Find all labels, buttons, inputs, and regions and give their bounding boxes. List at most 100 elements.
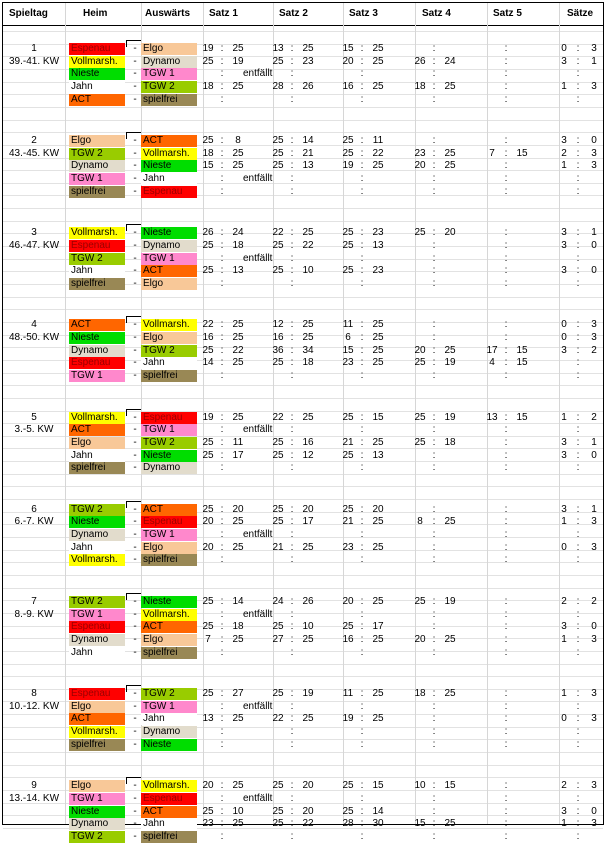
score-colon: : bbox=[290, 160, 294, 172]
score-away bbox=[513, 516, 531, 528]
column-line bbox=[65, 3, 66, 824]
score-colon: : bbox=[504, 93, 508, 105]
score-home: 13 bbox=[272, 43, 284, 54]
score-colon: : bbox=[290, 135, 294, 147]
score-colon: : bbox=[290, 424, 294, 436]
grid-line bbox=[3, 56, 603, 58]
grid-line bbox=[3, 233, 603, 235]
home-team: Nieste bbox=[69, 332, 125, 345]
match-separator: - bbox=[133, 805, 137, 817]
score-home bbox=[483, 806, 501, 818]
grid-line bbox=[3, 562, 603, 564]
score-away: 25 bbox=[302, 713, 314, 725]
score-home: 3 bbox=[561, 227, 567, 239]
score-home bbox=[483, 81, 501, 93]
score-home: 3 bbox=[561, 344, 567, 356]
score-away: 25 bbox=[372, 43, 384, 54]
score-away: 25 bbox=[372, 332, 384, 344]
score-away: 13 bbox=[302, 160, 314, 172]
grid-line bbox=[3, 511, 603, 513]
score-away: 25 bbox=[302, 43, 314, 54]
score-home: 25 bbox=[342, 411, 354, 423]
score-away: 14 bbox=[232, 595, 244, 607]
score-away: 20 bbox=[302, 805, 314, 817]
score-colon: : bbox=[360, 135, 364, 147]
home-team: Elgo bbox=[69, 700, 125, 713]
score-colon: : bbox=[504, 411, 508, 423]
score-colon: : bbox=[220, 344, 224, 356]
grid-line bbox=[3, 726, 603, 728]
score-colon: : bbox=[220, 173, 224, 185]
score-colon: : bbox=[576, 818, 580, 830]
score-colon: : bbox=[360, 252, 364, 264]
grid-line bbox=[3, 574, 603, 576]
score-colon: : bbox=[504, 516, 508, 528]
score-colon: : bbox=[504, 436, 508, 448]
score-colon: : bbox=[290, 621, 294, 633]
score-colon: : bbox=[220, 436, 224, 448]
score-colon: : bbox=[360, 516, 364, 528]
score-home: 25 bbox=[272, 135, 284, 147]
score-colon: : bbox=[220, 818, 224, 830]
match-separator: - bbox=[133, 277, 137, 289]
score-colon: : bbox=[432, 319, 436, 331]
score-away: 19 bbox=[302, 688, 314, 700]
score-home: 19 bbox=[202, 43, 214, 54]
spieltag-weeks: 10.-12. KW bbox=[8, 700, 60, 712]
away-team: Dynamo bbox=[141, 55, 197, 68]
score-home: 11 bbox=[342, 688, 354, 700]
grid-line bbox=[3, 790, 603, 791]
score-colon: : bbox=[432, 805, 436, 817]
cancelled-label: entfällt bbox=[243, 173, 273, 185]
score-away: 1 bbox=[591, 55, 597, 67]
score-home: 1 bbox=[561, 633, 567, 645]
grid-line bbox=[3, 537, 603, 538]
grid-line bbox=[3, 638, 603, 640]
score-home: 25 bbox=[272, 780, 284, 792]
score-home: 3 bbox=[561, 239, 567, 251]
score-colon: : bbox=[360, 68, 364, 80]
score-home bbox=[411, 332, 429, 344]
score-colon: : bbox=[504, 529, 508, 541]
score-away: 27 bbox=[232, 688, 244, 700]
score-home: 25 bbox=[342, 780, 354, 792]
score-away: 3 bbox=[591, 147, 597, 159]
score-colon: : bbox=[220, 135, 224, 147]
score-colon: : bbox=[220, 608, 224, 620]
score-away: 2 bbox=[591, 595, 597, 607]
score-away: 13 bbox=[232, 265, 244, 277]
match-separator: - bbox=[133, 80, 137, 92]
score-home: 25 bbox=[202, 265, 214, 277]
grid-line bbox=[3, 372, 603, 374]
score-away: 17 bbox=[232, 449, 244, 461]
away-team: Vollmarsh. bbox=[141, 780, 197, 793]
score-colon: : bbox=[220, 332, 224, 344]
score-home bbox=[411, 135, 429, 147]
score-away: 25 bbox=[372, 55, 384, 67]
score-colon: : bbox=[504, 805, 508, 817]
score-colon: : bbox=[576, 621, 580, 633]
score-colon: : bbox=[504, 185, 508, 197]
score-colon: : bbox=[220, 449, 224, 461]
score-away: 1 bbox=[591, 227, 597, 239]
score-home bbox=[483, 450, 501, 462]
score-home: 27 bbox=[272, 633, 284, 645]
score-away: 15 bbox=[444, 780, 456, 792]
score-home: 25 bbox=[202, 503, 214, 515]
grid-line bbox=[3, 246, 603, 248]
score-colon: : bbox=[576, 55, 580, 67]
column-line bbox=[203, 3, 204, 824]
score-colon: : bbox=[290, 265, 294, 277]
score-colon: : bbox=[290, 554, 294, 566]
score-colon: : bbox=[432, 344, 436, 356]
score-colon: : bbox=[220, 713, 224, 725]
score-home: 22 bbox=[272, 227, 284, 239]
away-team: spielfrei bbox=[141, 830, 197, 843]
cancelled-label: entfällt bbox=[243, 68, 273, 80]
match-separator: - bbox=[133, 529, 137, 541]
grid-line bbox=[3, 587, 603, 589]
grid-line bbox=[3, 309, 603, 311]
score-away bbox=[513, 450, 531, 462]
score-home: 2 bbox=[561, 147, 567, 159]
score-colon: : bbox=[432, 646, 436, 658]
